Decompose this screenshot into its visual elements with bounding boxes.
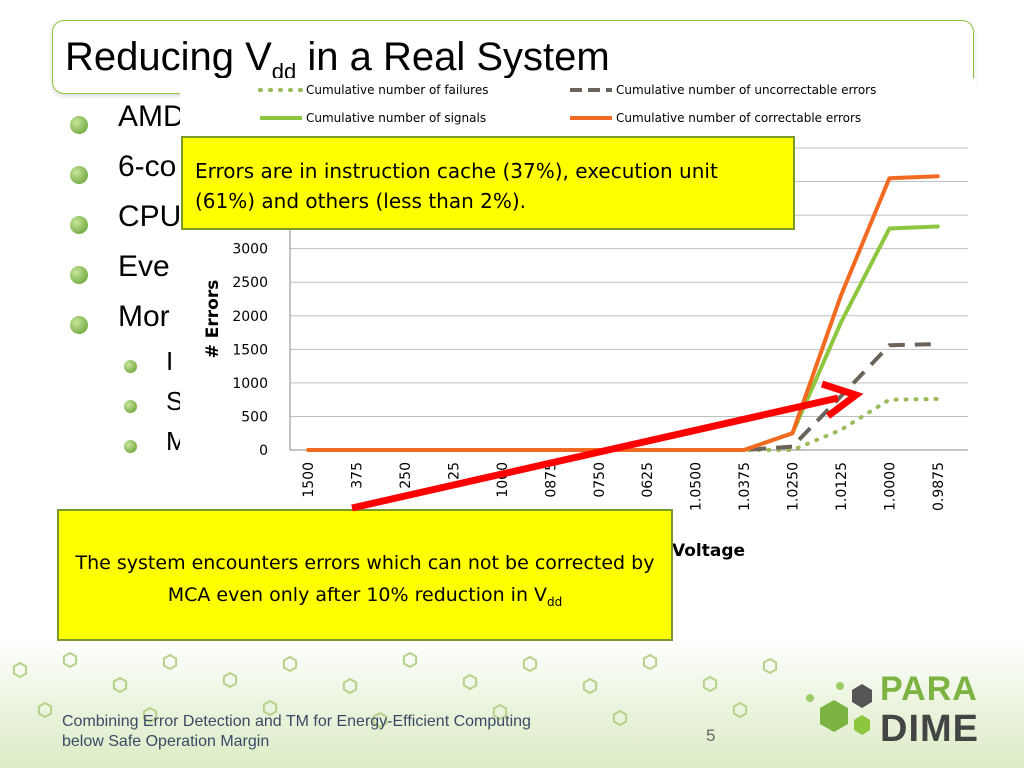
bullet-icon bbox=[70, 216, 88, 234]
hexagon-decoration bbox=[612, 709, 628, 727]
hexagon-decoration bbox=[62, 651, 78, 669]
x-tick-label: 1.0125 bbox=[834, 462, 850, 511]
hexagon-decoration bbox=[642, 653, 658, 671]
hexagon-pattern bbox=[12, 651, 778, 729]
x-tick-label: 250 bbox=[398, 462, 414, 489]
hexagon-decoration bbox=[702, 675, 718, 693]
hexagon-decoration bbox=[462, 673, 478, 691]
hexagon-decoration bbox=[112, 676, 128, 694]
x-tick-label: 1.0375 bbox=[737, 462, 753, 511]
slide-title: Reducing Vdd in a Real System bbox=[65, 35, 610, 84]
x-tick-label: 375 bbox=[350, 462, 366, 489]
y-tick-label: 2000 bbox=[232, 309, 268, 325]
bullet-icon bbox=[70, 316, 88, 334]
callout-error-distribution: Errors are in instruction cache (37%), e… bbox=[181, 136, 795, 230]
hexagon-decoration bbox=[522, 655, 538, 673]
legend-label: Cumulative number of failures bbox=[306, 83, 489, 97]
x-tick-label: 0875 bbox=[543, 462, 559, 498]
y-tick-label: 1000 bbox=[232, 376, 268, 392]
hexagon-decoration bbox=[342, 677, 358, 695]
bullet-list: AMD 6-co CPU Eve Mor I S M bbox=[66, 96, 186, 476]
bullet-icon bbox=[124, 440, 137, 453]
hexagon-decoration bbox=[37, 701, 53, 719]
hexagon-decoration bbox=[282, 655, 298, 673]
footer-decoration bbox=[0, 640, 1024, 768]
legend-label: Cumulative number of uncorrectable error… bbox=[616, 83, 876, 97]
x-tick-label: 1.0500 bbox=[689, 462, 705, 511]
hexagon-decoration bbox=[582, 677, 598, 695]
y-tick-label: 0 bbox=[259, 443, 268, 459]
series-line-1 bbox=[306, 397, 940, 452]
x-tick-label: 1.0000 bbox=[882, 462, 898, 511]
bullet-icon bbox=[70, 266, 88, 284]
hexagon-decoration bbox=[402, 651, 418, 669]
y-tick-label: 500 bbox=[241, 409, 268, 425]
hexagon-decoration bbox=[142, 706, 158, 724]
bullet-icon bbox=[70, 166, 88, 184]
hexagon-decoration bbox=[262, 699, 278, 717]
bullet-icon bbox=[124, 400, 137, 413]
hexagon-decoration bbox=[372, 711, 388, 729]
bullet-icon bbox=[124, 360, 137, 373]
footer-text: Combining Error Detection and TM for Ene… bbox=[62, 713, 531, 750]
y-tick-label: 3000 bbox=[232, 242, 268, 258]
hexagon-decoration bbox=[762, 657, 778, 675]
y-axis-label: # Errors bbox=[203, 280, 223, 359]
x-tick-label: 125 bbox=[447, 462, 463, 489]
x-tick-label: 0625 bbox=[640, 462, 656, 498]
x-tick-label: 1.0250 bbox=[786, 462, 802, 511]
hexagon-decoration bbox=[492, 703, 508, 721]
page-number: 5 bbox=[706, 726, 716, 745]
y-tick-label: 1500 bbox=[232, 342, 268, 358]
logo-text-dime: DIME bbox=[880, 708, 979, 750]
hexagon-decoration bbox=[12, 661, 28, 679]
hexagon-decoration bbox=[162, 653, 178, 671]
hexagon-decoration bbox=[732, 701, 748, 719]
x-axis-label: Voltage bbox=[672, 541, 745, 561]
logo-text-para: PARA bbox=[880, 670, 978, 708]
callout-uncorrectable-errors: The system encounters errors which can n… bbox=[57, 509, 673, 641]
hexagon-decoration bbox=[222, 671, 238, 689]
legend-label: Cumulative number of signals bbox=[306, 111, 486, 125]
bullet-icon bbox=[70, 116, 88, 134]
x-tick-label: 1500 bbox=[301, 462, 317, 498]
x-tick-label: 1000 bbox=[495, 462, 511, 498]
paradime-logo bbox=[806, 682, 872, 735]
legend-label: Cumulative number of correctable errors bbox=[616, 111, 861, 125]
y-tick-label: 2500 bbox=[232, 275, 268, 291]
x-tick-label: 0.9875 bbox=[931, 462, 947, 511]
series-line-2 bbox=[308, 342, 938, 452]
x-tick-label: 0750 bbox=[592, 462, 608, 498]
